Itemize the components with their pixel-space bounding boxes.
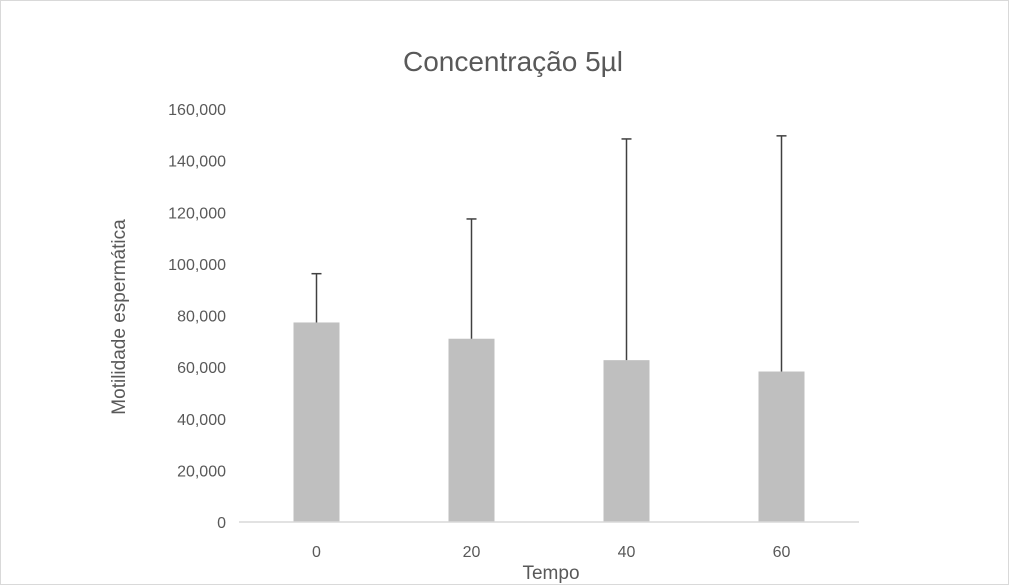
bar-20 xyxy=(448,338,495,522)
chart-title: Concentração 5µl xyxy=(403,46,623,77)
x-tick-label: 60 xyxy=(773,544,791,561)
x-axis-ticks: 0 20 40 60 xyxy=(312,544,790,561)
x-tick-label: 0 xyxy=(312,544,321,561)
x-tick-label: 40 xyxy=(618,544,636,561)
y-tick-label: 100,000 xyxy=(168,257,226,274)
y-tick-label: 0 xyxy=(217,515,226,532)
y-tick-label: 120,000 xyxy=(168,205,226,222)
bar-0 xyxy=(293,322,340,522)
error-bar-series xyxy=(311,135,787,372)
y-tick-label: 40,000 xyxy=(177,412,226,429)
y-tick-label: 60,000 xyxy=(177,360,226,377)
y-tick-label: 140,000 xyxy=(168,154,226,171)
y-tick-label: 160,000 xyxy=(168,102,226,119)
bar-40 xyxy=(603,360,650,522)
y-axis-title: Motilidade espermática xyxy=(109,219,130,415)
y-axis-ticks: 0 20,000 40,000 60,000 80,000 100,000 120,000 1… xyxy=(168,102,226,532)
bar-60 xyxy=(758,371,805,522)
y-tick-label: 20,000 xyxy=(177,463,226,480)
x-tick-label: 20 xyxy=(463,544,481,561)
bar-series xyxy=(293,322,805,522)
y-tick-label: 80,000 xyxy=(177,309,226,326)
x-axis-title: Tempo xyxy=(522,563,579,584)
